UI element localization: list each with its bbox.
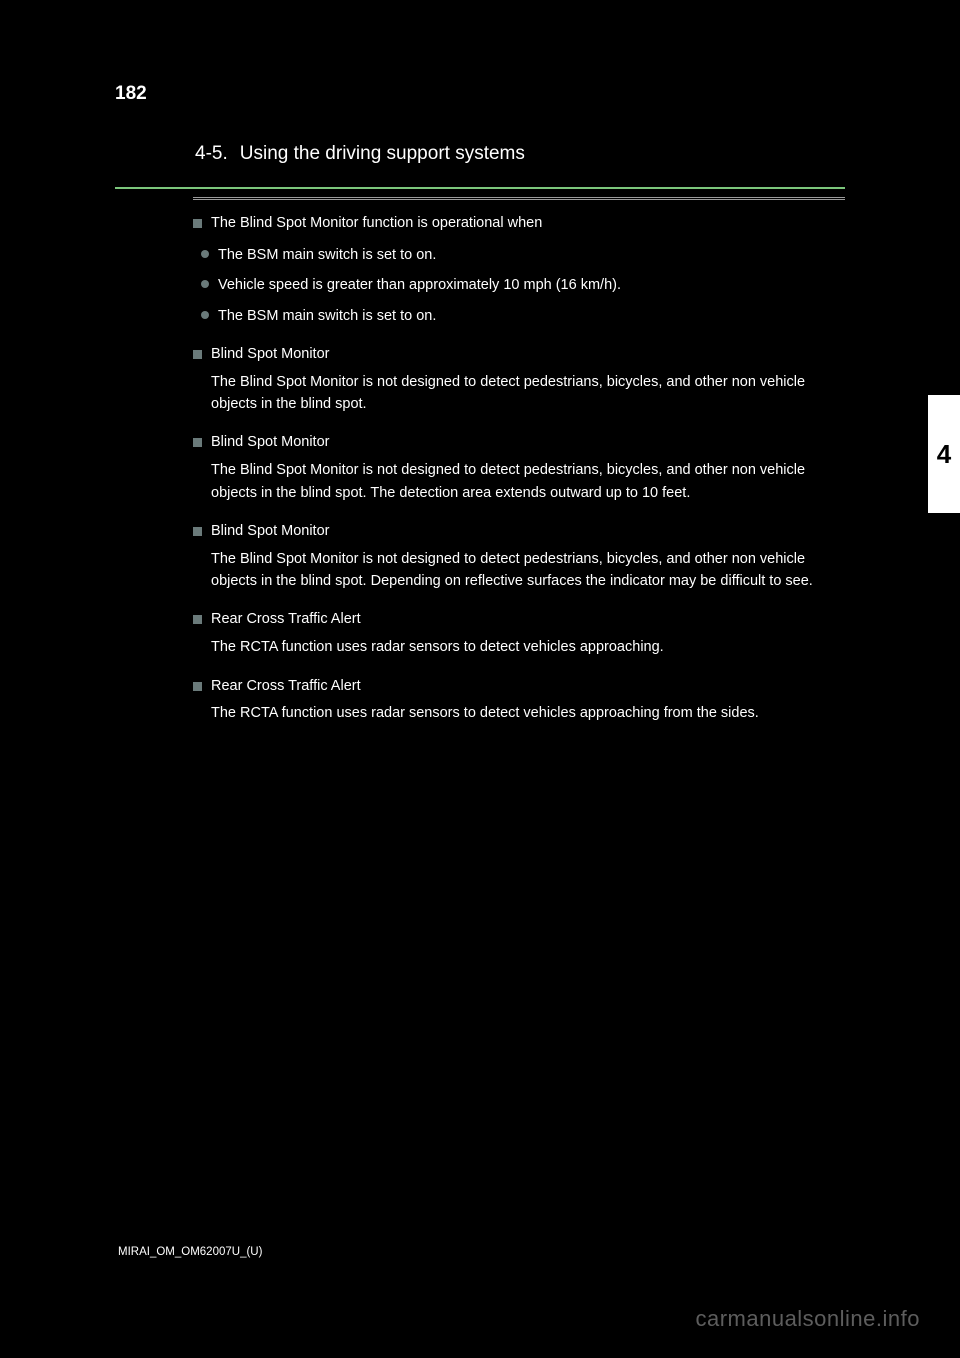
double-divider — [193, 197, 845, 200]
section: Blind Spot Monitor The Blind Spot Monito… — [193, 345, 845, 416]
square-bullet-icon — [193, 615, 202, 624]
section-body: The Blind Spot Monitor is not designed t… — [193, 371, 845, 416]
sub-item: The BSM main switch is set to on. — [193, 305, 845, 327]
section-title: Blind Spot Monitor — [211, 522, 329, 542]
chapter-side-tab: 4 — [928, 395, 960, 513]
chapter-header: 4-5. Using the driving support systems — [115, 143, 845, 165]
section: Blind Spot Monitor The Blind Spot Monito… — [193, 522, 845, 593]
section-head: Rear Cross Traffic Alert — [193, 677, 845, 697]
section: Rear Cross Traffic Alert The RCTA functi… — [193, 610, 845, 658]
square-bullet-icon — [193, 438, 202, 447]
sub-text: The BSM main switch is set to on. — [218, 305, 436, 327]
sub-text: Vehicle speed is greater than approximat… — [218, 274, 621, 296]
section-body: The Blind Spot Monitor is not designed t… — [193, 548, 845, 593]
section-head: The Blind Spot Monitor function is opera… — [193, 214, 845, 234]
section-head: Rear Cross Traffic Alert — [193, 610, 845, 630]
content-area: The Blind Spot Monitor function is opera… — [115, 214, 845, 725]
section: Blind Spot Monitor The Blind Spot Monito… — [193, 433, 845, 504]
section-title: Rear Cross Traffic Alert — [211, 677, 361, 697]
circle-bullet-icon — [201, 311, 209, 319]
section-title: Blind Spot Monitor — [211, 433, 329, 453]
section-body: The Blind Spot Monitor is not designed t… — [193, 459, 845, 504]
section-title: Rear Cross Traffic Alert — [211, 610, 361, 630]
sub-item: The BSM main switch is set to on. — [193, 244, 845, 266]
section-body: The RCTA function uses radar sensors to … — [193, 636, 845, 658]
circle-bullet-icon — [201, 250, 209, 258]
page-number: 182 — [115, 83, 845, 105]
square-bullet-icon — [193, 219, 202, 228]
square-bullet-icon — [193, 350, 202, 359]
sub-text: The BSM main switch is set to on. — [218, 244, 436, 266]
circle-bullet-icon — [201, 280, 209, 288]
section-title: Blind Spot Monitor — [211, 345, 329, 365]
page-container: 182 4-5. Using the driving support syste… — [0, 0, 960, 1358]
chapter-title: Using the driving support systems — [240, 143, 525, 165]
square-bullet-icon — [193, 527, 202, 536]
sub-item: Vehicle speed is greater than approximat… — [193, 274, 845, 296]
watermark: carmanualsonline.info — [695, 1306, 920, 1332]
section-head: Blind Spot Monitor — [193, 345, 845, 365]
green-divider — [115, 187, 845, 189]
section-head: Blind Spot Monitor — [193, 522, 845, 542]
section: The Blind Spot Monitor function is opera… — [193, 214, 845, 327]
section-title: The Blind Spot Monitor function is opera… — [211, 214, 542, 234]
chapter-number: 4-5. — [195, 143, 228, 165]
section-head: Blind Spot Monitor — [193, 433, 845, 453]
square-bullet-icon — [193, 682, 202, 691]
filename-footer: MIRAI_OM_OM62007U_(U) — [118, 1246, 262, 1258]
section-body: The RCTA function uses radar sensors to … — [193, 702, 845, 724]
section: Rear Cross Traffic Alert The RCTA functi… — [193, 677, 845, 725]
